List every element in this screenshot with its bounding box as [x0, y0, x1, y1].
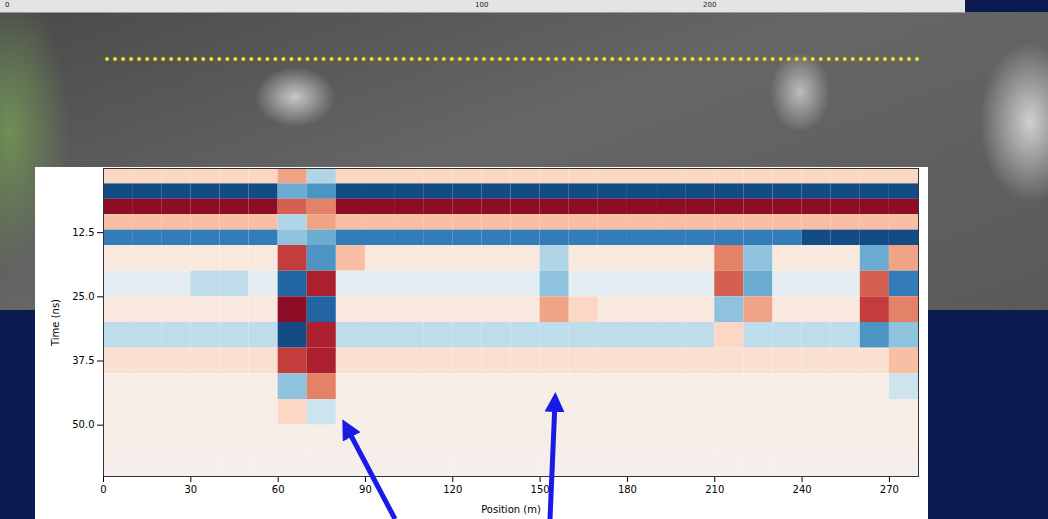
- svg-text:270: 270: [880, 484, 899, 495]
- svg-text:150: 150: [531, 484, 550, 495]
- svg-text:Position (m): Position (m): [481, 504, 541, 515]
- svg-text:90: 90: [359, 484, 372, 495]
- svg-text:0: 0: [100, 484, 106, 495]
- html-text:0: 0: [5, 1, 10, 9]
- html-text:100: 100: [475, 1, 489, 9]
- svg-text:30: 30: [184, 484, 197, 495]
- svg-text:12.5: 12.5: [72, 227, 94, 238]
- svg-text:50.0: 50.0: [72, 419, 94, 430]
- svg-text:240: 240: [793, 484, 812, 495]
- svg-text:120: 120: [443, 484, 462, 495]
- svg-text:37.5: 37.5: [72, 355, 94, 366]
- svg-text:180: 180: [618, 484, 637, 495]
- svg-text:25.0: 25.0: [72, 291, 94, 302]
- html-text:200: 200: [703, 1, 717, 9]
- svg-text:Time (ns): Time (ns): [50, 299, 61, 347]
- svg-text:60: 60: [272, 484, 285, 495]
- svg-text:210: 210: [705, 484, 724, 495]
